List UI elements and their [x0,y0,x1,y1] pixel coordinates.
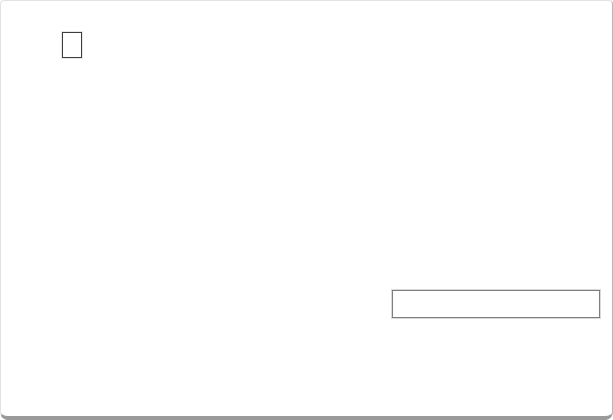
watermark-box [392,290,600,318]
chart-title-box [62,32,82,58]
